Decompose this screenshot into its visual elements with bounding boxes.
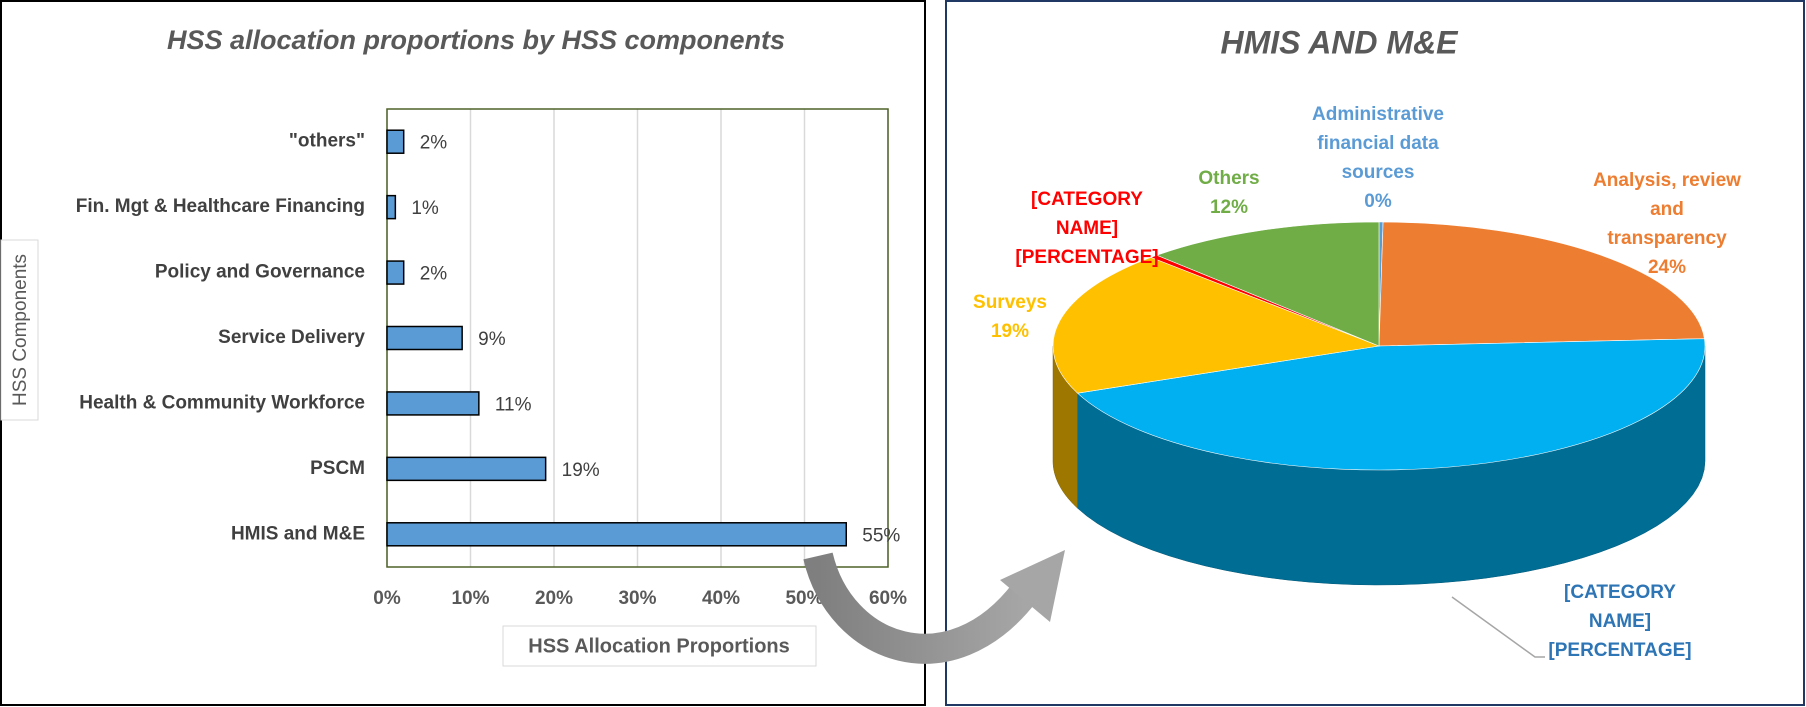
value-label: 24%	[1647, 257, 1687, 278]
value-label: 0%	[1364, 191, 1392, 212]
category-label: Surveys	[973, 292, 1047, 313]
y-tick-label: HMIS and M&E	[231, 523, 365, 544]
data-label: Others 12%	[1174, 164, 1284, 222]
data-label: [CATEGORY NAME] [PERCENTAGE]	[1545, 578, 1695, 665]
x-tick-label: 50%	[785, 588, 823, 609]
value-label: [PERCENTAGE]	[1548, 640, 1692, 661]
bar	[386, 260, 405, 285]
data-label: 2%	[420, 264, 448, 285]
data-label: 2%	[420, 133, 448, 154]
category-label: Analysis, review and transparency	[1593, 170, 1741, 249]
data-label: [CATEGORY NAME] [PERCENTAGE]	[1007, 185, 1167, 272]
bar	[386, 456, 547, 482]
x-axis-title: HSS Allocation Proportions	[528, 635, 790, 657]
bar	[386, 194, 397, 220]
data-label: Administrative financial data sources 0%	[1283, 100, 1473, 216]
x-tick-label: 20%	[535, 588, 573, 609]
bar	[386, 325, 463, 351]
category-label: Administrative financial data sources	[1312, 104, 1444, 183]
chart-title: HMIS AND M&E	[1220, 24, 1459, 60]
x-tick-label: 30%	[618, 588, 656, 609]
data-label: Analysis, review and transparency 24%	[1592, 166, 1742, 282]
y-axis-title-box	[0, 239, 39, 421]
data-label: 9%	[478, 329, 506, 350]
x-tick-label: 40%	[702, 588, 740, 609]
value-label: [PERCENTAGE]	[1015, 247, 1159, 268]
leader-line	[1451, 596, 1545, 658]
x-tick-label: 60%	[869, 588, 907, 609]
pie-slice	[1076, 338, 1706, 471]
category-label: Others	[1198, 168, 1260, 189]
y-tick-label: Fin. Mgt & Healthcare Financing	[76, 196, 365, 217]
bar	[386, 391, 480, 416]
data-label: Surveys 19%	[955, 288, 1065, 346]
y-tick-label: "others"	[289, 131, 365, 152]
y-tick-label: Policy and Governance	[155, 262, 365, 283]
x-tick-label: 0%	[373, 588, 401, 609]
category-label: [CATEGORY NAME]	[1031, 189, 1143, 239]
y-tick-label: Health & Community Workforce	[79, 392, 365, 413]
bar	[386, 522, 847, 547]
value-label: 12%	[1209, 197, 1249, 218]
data-label: 55%	[862, 525, 900, 546]
data-label: 1%	[411, 198, 439, 219]
data-label: 19%	[562, 460, 600, 481]
right-panel	[945, 0, 1805, 706]
value-label: 19%	[990, 321, 1030, 342]
y-tick-label: Service Delivery	[218, 327, 365, 348]
x-tick-label: 10%	[451, 588, 489, 609]
pie-slice	[1052, 257, 1381, 394]
bar	[386, 129, 405, 154]
y-tick-label: PSCM	[310, 458, 365, 479]
pie-slice	[1378, 221, 1705, 347]
pie-slice	[1156, 221, 1380, 347]
y-axis-title: HSS Components	[10, 254, 31, 406]
category-label: [CATEGORY NAME]	[1564, 582, 1676, 632]
data-label: 11%	[495, 394, 532, 415]
x-axis-title-box	[502, 625, 817, 667]
chart-title: HSS allocation proportions by HSS compon…	[167, 25, 785, 55]
